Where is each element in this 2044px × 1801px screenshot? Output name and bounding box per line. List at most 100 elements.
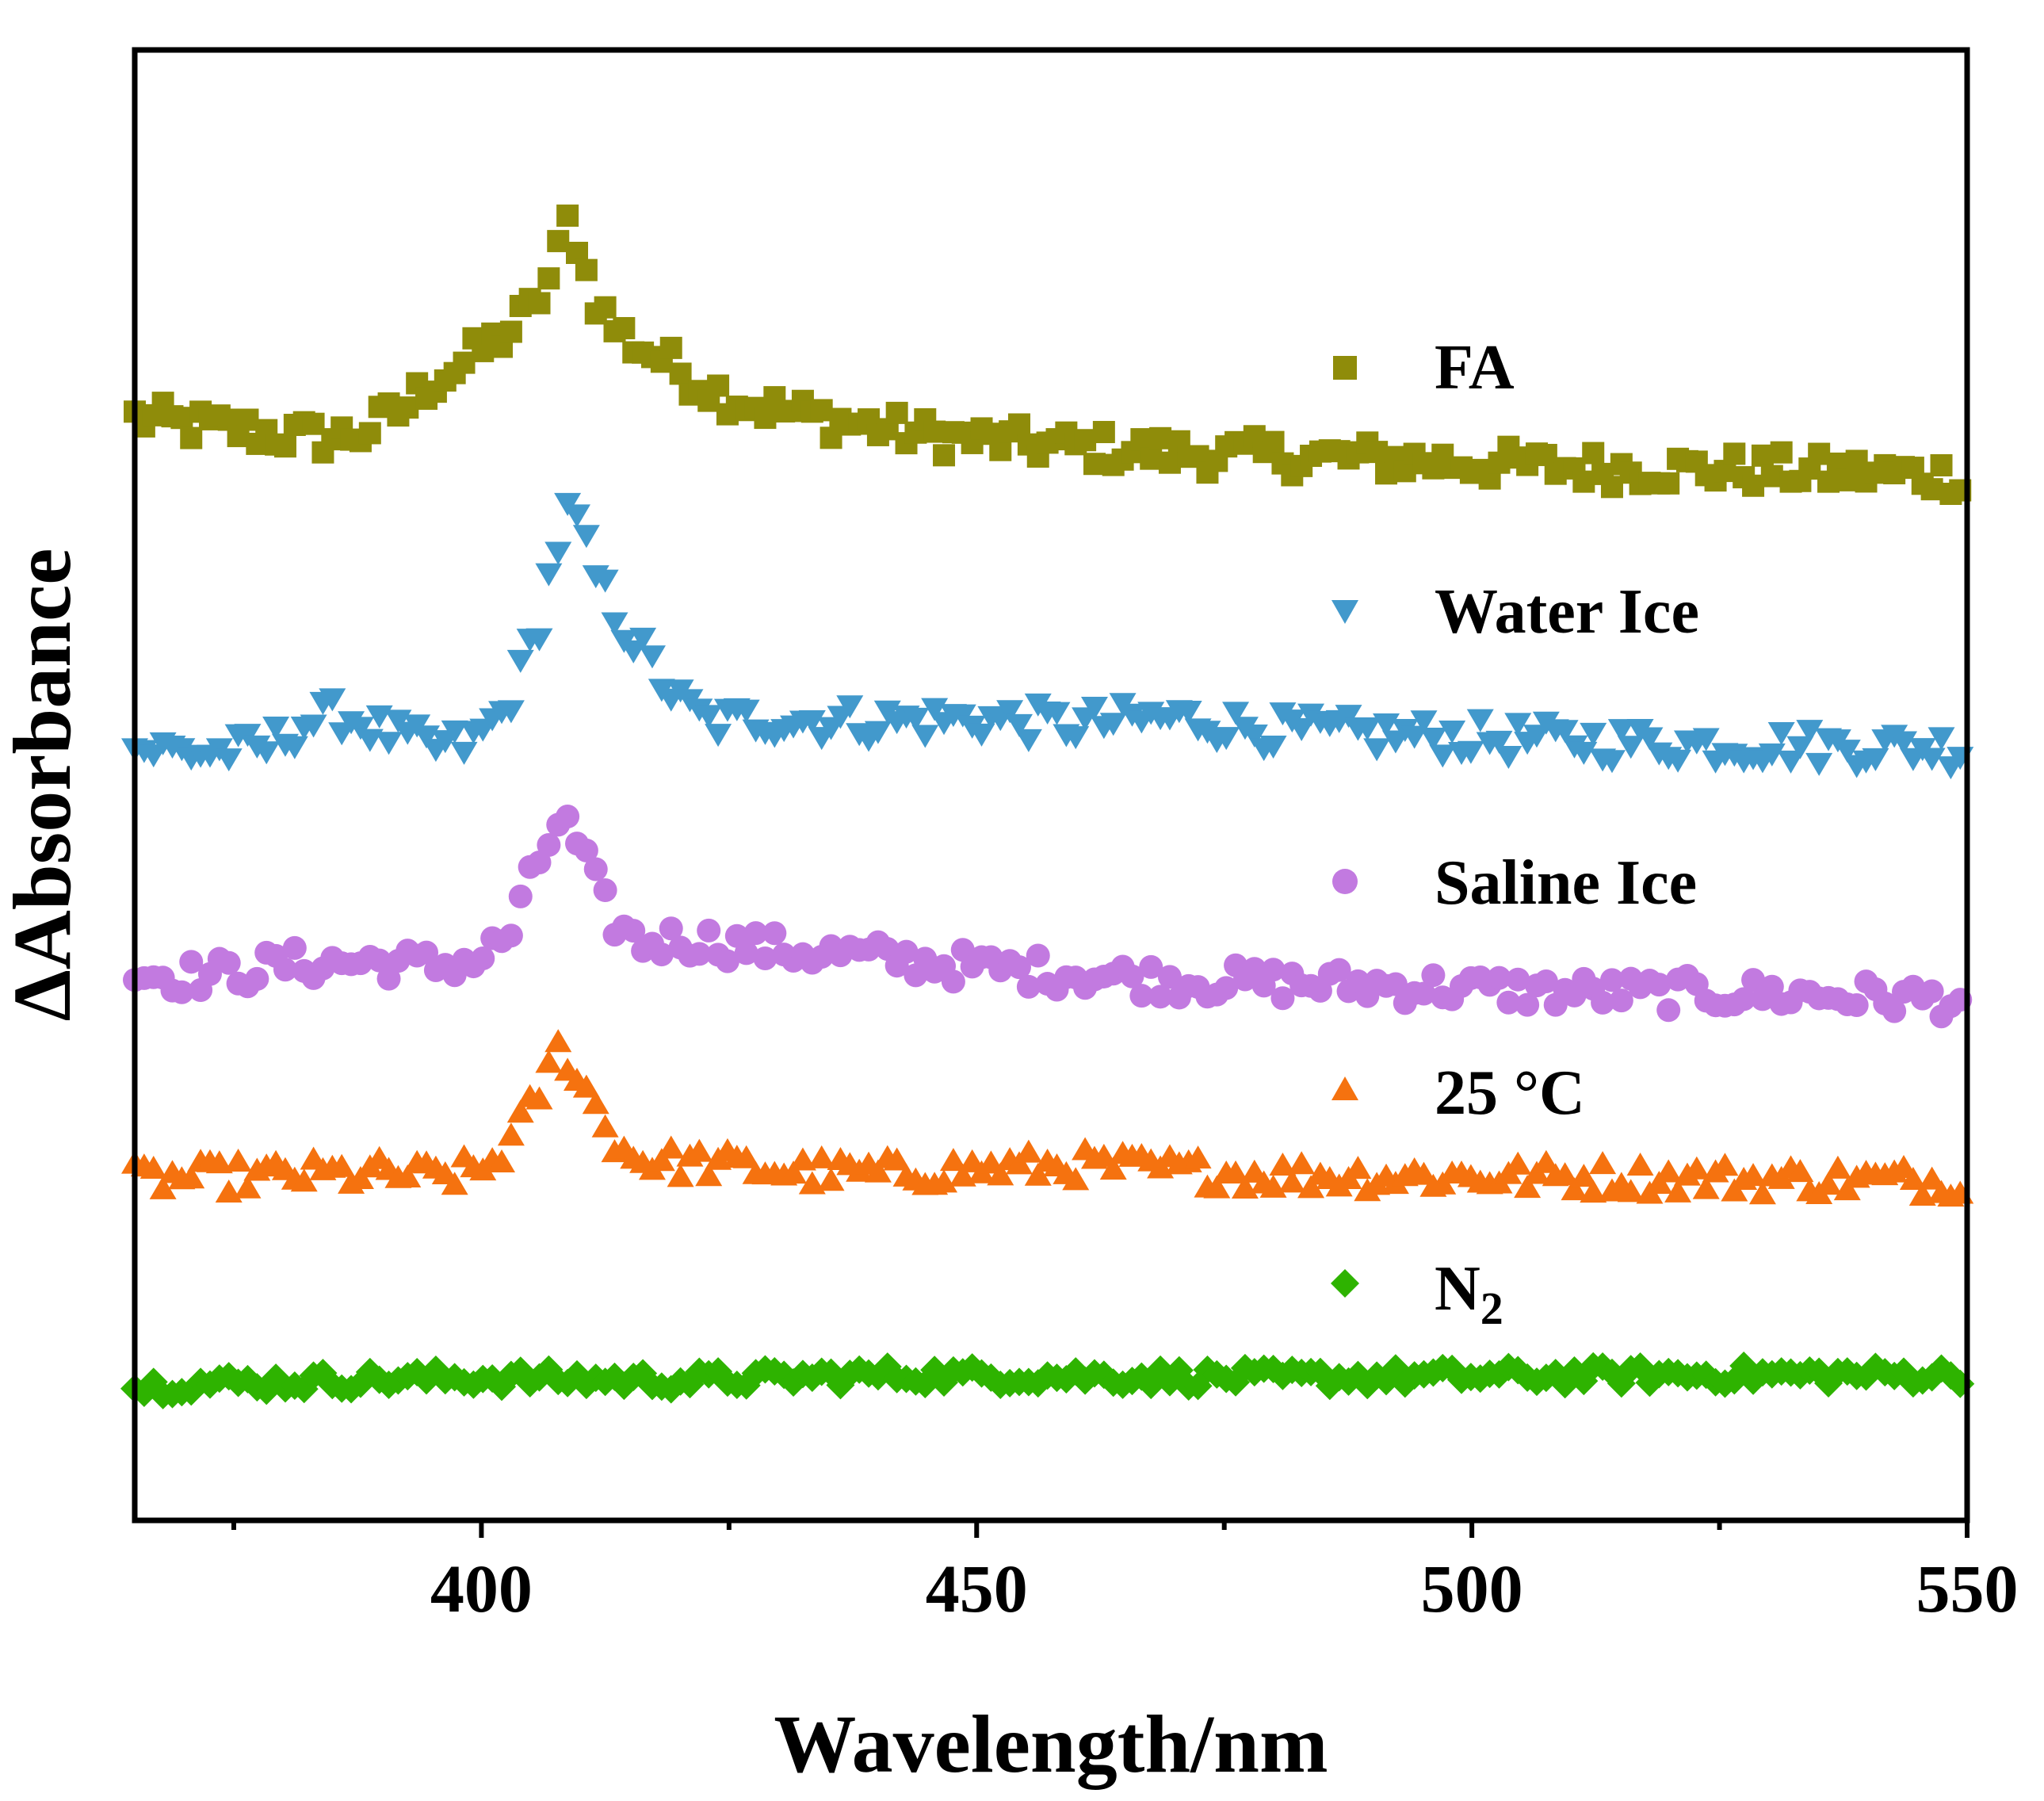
data-point [1805,752,1833,776]
data-point [1748,1181,1776,1205]
data-point [1466,709,1494,732]
data-point [734,941,758,966]
data-point [170,980,194,1004]
data-point [1760,465,1783,488]
data-point [743,921,768,946]
data-point [149,1176,177,1199]
data-point [1918,1166,1946,1190]
data-point [544,541,572,565]
data-point [1090,1143,1118,1167]
data-point [1139,954,1163,979]
data-point [1808,442,1831,465]
data-point [1751,444,1774,467]
legend-marker-25c [1331,1076,1358,1100]
data-point [537,832,561,857]
data-point [1043,702,1071,725]
data-point [1457,740,1484,764]
legend-item-fa: FA [1333,333,1515,403]
data-point [488,1149,516,1173]
plot-frame [132,47,1970,1524]
data-point [817,1168,845,1191]
data-point [215,1180,243,1203]
data-point [178,1165,205,1189]
data-point [715,949,739,973]
data-point [968,723,995,747]
data-point [1366,441,1389,464]
data-point [798,709,826,733]
x-tick-label: 500 [1421,1551,1523,1627]
legend-item-water-ice: Water Ice [1331,577,1699,647]
data-point [1419,728,1447,751]
legend-marker-saline-ice [1332,869,1358,894]
data-point [1920,478,1943,501]
data-point [1120,964,1144,988]
data-point [1645,1171,1673,1195]
data-point [1485,730,1513,754]
data-point [638,645,666,669]
legend-item-n2: N2 [1331,1254,1503,1334]
data-point [1740,1163,1767,1187]
data-point [346,1165,374,1189]
data-point [1008,413,1031,436]
series-water-ice [121,492,1974,780]
data-point [1213,727,1240,751]
x-tick-label: 450 [926,1551,1028,1627]
data-point [1836,468,1859,491]
legend-marker-n2 [1331,1269,1359,1298]
data-point [1582,442,1605,465]
data-point [1006,713,1033,737]
data-point [1833,1177,1861,1201]
data-point [1297,1175,1325,1199]
data-point [1024,1162,1052,1186]
data-point [1580,722,1607,746]
data-point [753,946,777,970]
data-point [180,426,203,449]
data-point [497,1122,525,1146]
data-point [537,267,560,290]
data-point [923,420,946,443]
legend-label-25c: 25 °C [1435,1058,1585,1128]
data-point [1711,1153,1739,1176]
data-point [441,720,468,744]
data-point [798,1171,826,1195]
data-point [582,1091,609,1115]
data-point [1158,451,1181,474]
data-point [864,1159,892,1183]
data-point [707,374,730,397]
data-point [648,1148,675,1172]
data-point [1824,1155,1851,1179]
data-point [939,1148,967,1172]
data-point [139,1156,167,1180]
data-point [1429,744,1457,768]
data-point [1930,453,1953,476]
data-point [894,939,919,964]
data-point [234,1175,262,1199]
x-tick-label: 400 [430,1551,533,1627]
data-point [253,741,281,765]
data-point [593,878,617,902]
data-point [1026,943,1050,968]
data-point [1617,736,1645,759]
data-point [1354,717,1381,741]
data-point [525,628,553,652]
data-point [810,399,833,422]
data-point [1882,999,1907,1023]
data-point [1532,1149,1560,1173]
data-point [281,736,308,759]
data-point [732,1145,760,1168]
data-point [1918,748,1946,771]
data-point [808,1145,835,1168]
data-point [273,958,297,982]
data-point [572,525,600,549]
data-point [245,966,269,991]
x-axis-title: Wavelength/nm [774,1699,1328,1790]
data-point [302,412,325,435]
data-point [1014,1139,1042,1163]
data-point [1908,1183,1936,1206]
data-point [506,649,534,673]
data-point [1262,430,1285,453]
data-point [525,1086,553,1110]
data-point [1551,1162,1579,1186]
legend-label-n2-base: N [1435,1254,1480,1324]
data-point [170,407,193,430]
